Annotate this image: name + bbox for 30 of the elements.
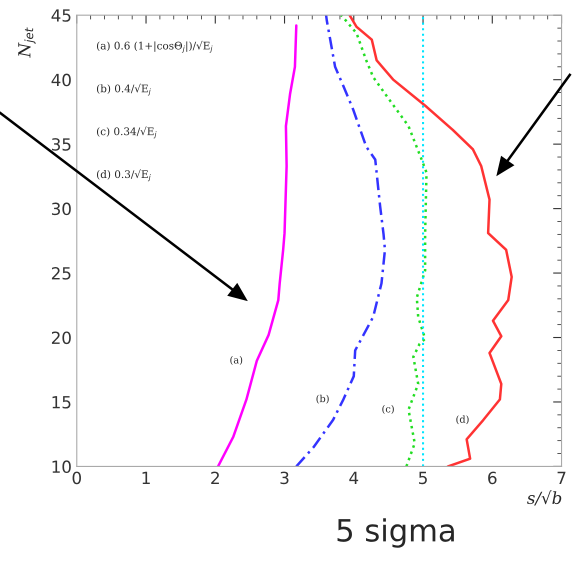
y-tick-label: 10 — [52, 460, 71, 473]
x-tick-label: 5 — [419, 472, 427, 484]
x-tick-label: 1 — [142, 472, 150, 484]
annotation: (d) 0.3/√E$_{j}$ — [96, 170, 151, 182]
y-tick-label: 30 — [52, 202, 71, 216]
line-series — [348, 15, 513, 466]
x-tick-label: 3 — [280, 472, 288, 484]
x-axis-title: s/√b — [527, 490, 562, 506]
y-tick-label: 40 — [52, 74, 71, 86]
series-label: (c) — [382, 405, 394, 414]
line-series — [216, 24, 298, 466]
x-tick-label: 4 — [349, 472, 358, 484]
y-tick-label: 25 — [52, 267, 70, 280]
annotation: (b) 0.4/√E$_{j}$ — [96, 84, 151, 96]
x-tick-label: 2 — [211, 472, 219, 484]
annotation: (c) 0.34/√E$_{j}$ — [96, 126, 157, 138]
y-tick-label: 15 — [52, 396, 70, 409]
y-tick-label: 45 — [52, 9, 70, 22]
series-label: (b) — [316, 394, 329, 404]
x-tick-label: 6 — [488, 472, 497, 484]
series-label: (a) — [230, 356, 242, 365]
x-tick-label: 7 — [558, 472, 566, 484]
x-tick-label: 0 — [72, 472, 81, 484]
y-tick-label: 20 — [52, 331, 71, 344]
y-tick-label: 35 — [52, 138, 70, 151]
text: 5 sigma — [338, 518, 454, 548]
annotation: (a) 0.6 (1+|cosΘ$_{j}$|)/√E$_{j}$ — [96, 40, 212, 53]
series-label: (d) — [456, 415, 469, 424]
line-series — [340, 15, 428, 466]
y-axis-title: N$_{jet}$ — [18, 27, 36, 58]
